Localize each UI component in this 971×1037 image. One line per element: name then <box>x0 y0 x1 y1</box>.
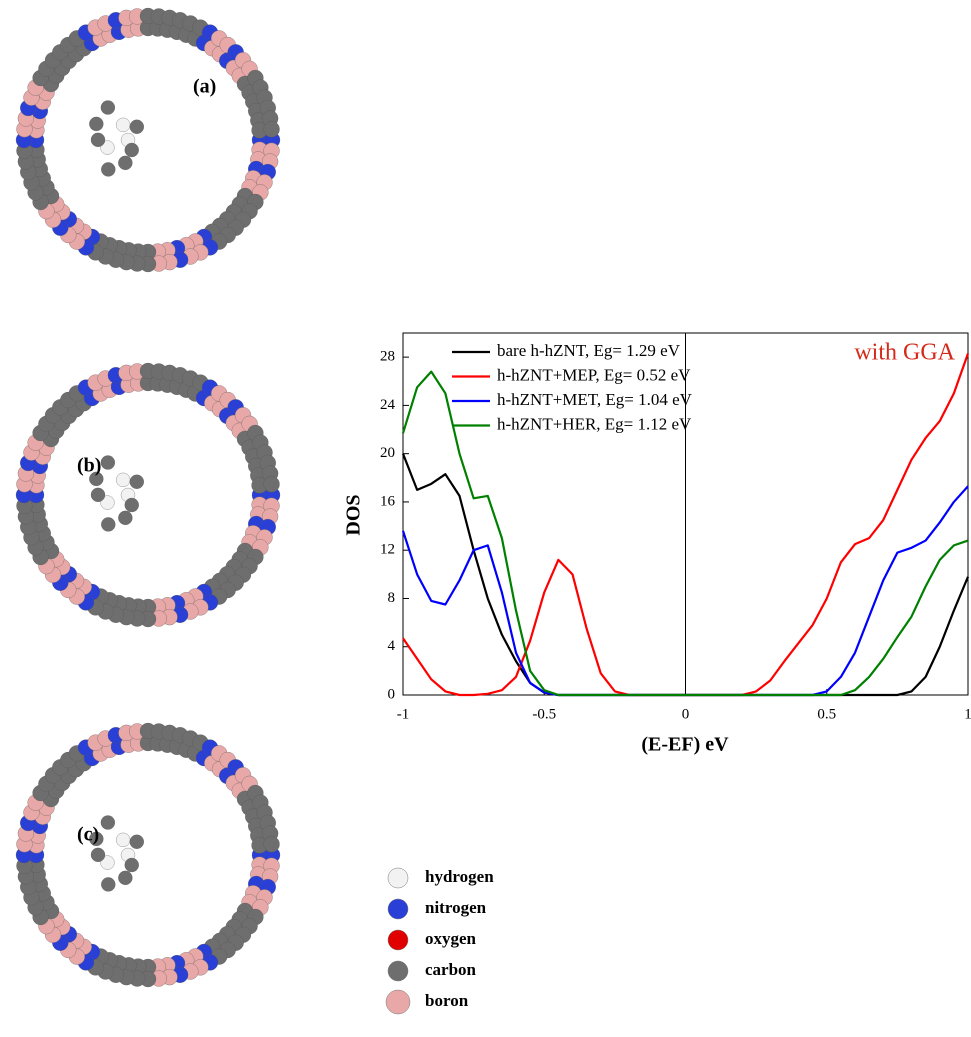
atom <box>90 487 106 502</box>
y-tick-label: 8 <box>388 590 396 606</box>
atom <box>115 472 131 488</box>
legend-label: nitrogen <box>425 898 487 917</box>
legend-label: boron <box>425 991 469 1010</box>
atom <box>90 847 106 862</box>
y-axis-label: DOS <box>343 494 365 535</box>
atom <box>100 100 116 115</box>
atom <box>118 510 133 526</box>
legend-label: oxygen <box>425 929 477 948</box>
atom <box>129 119 144 134</box>
legend-label: bare h-hZNT, Eg= 1.29 eV <box>497 341 681 360</box>
atom <box>100 455 116 470</box>
atom <box>124 142 139 158</box>
atom <box>100 495 115 510</box>
x-tick-label: 0.5 <box>817 706 836 722</box>
x-tick-label: 1 <box>964 706 971 722</box>
y-tick-label: 0 <box>388 686 396 702</box>
annotation: with GGA <box>854 340 955 366</box>
panel-label: (b) <box>77 455 101 477</box>
series-line <box>401 370 969 697</box>
atom <box>89 116 104 132</box>
x-tick-label: -1 <box>397 706 410 722</box>
legend-swatch <box>387 898 409 920</box>
legend-swatch <box>387 960 409 982</box>
atom <box>263 476 280 493</box>
atom <box>101 517 116 532</box>
y-tick-label: 4 <box>388 638 396 654</box>
y-tick-label: 12 <box>380 542 395 558</box>
legend-swatch <box>387 929 409 951</box>
atom <box>129 834 144 849</box>
legend-label: h-hZNT+MEP, Eg= 0.52 eV <box>497 365 691 384</box>
atom <box>100 815 116 830</box>
x-axis-label: (E-EF) eV <box>641 734 729 756</box>
atom <box>118 870 133 886</box>
legend-label: carbon <box>425 960 477 979</box>
panel-label: (c) <box>77 824 99 846</box>
x-tick-label: 0 <box>682 706 690 722</box>
atom <box>115 832 131 848</box>
legend-swatch <box>385 989 411 1015</box>
atom <box>89 831 104 847</box>
legend-label: h-hZNT+HER, Eg= 1.12 eV <box>497 414 692 433</box>
nanotube-images <box>15 7 281 988</box>
atom <box>100 140 115 155</box>
atom <box>263 121 280 138</box>
panel-label: (a) <box>193 76 216 98</box>
legend-label: h-hZNT+MET, Eg= 1.04 eV <box>497 390 693 409</box>
atom <box>89 471 104 487</box>
atom <box>90 132 106 147</box>
legend-swatch <box>387 867 409 889</box>
y-tick-label: 28 <box>380 349 395 365</box>
atom <box>124 497 139 513</box>
atom <box>100 855 115 870</box>
atom <box>115 117 131 133</box>
atom <box>118 155 133 171</box>
atom <box>101 877 116 892</box>
y-tick-label: 20 <box>380 445 395 461</box>
atom <box>101 162 116 177</box>
y-tick-label: 16 <box>380 493 396 509</box>
atom <box>263 836 280 853</box>
atom <box>124 857 139 873</box>
y-tick-label: 24 <box>380 397 396 413</box>
legend-label: hydrogen <box>425 867 494 886</box>
atom <box>129 474 144 489</box>
x-tick-label: -0.5 <box>532 706 556 722</box>
